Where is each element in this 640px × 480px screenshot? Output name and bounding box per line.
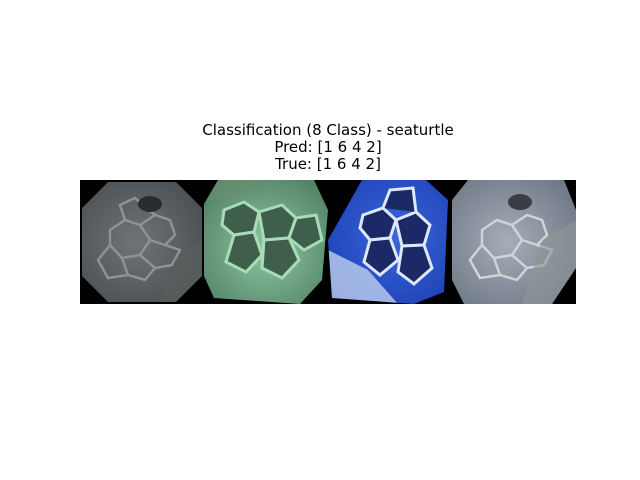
figure-title-block: Classification (8 Class) - seaturtle Pre… (0, 122, 640, 173)
turtle-head-blue-icon (328, 180, 448, 304)
turtle-image-1 (80, 180, 204, 304)
figure-title: Classification (8 Class) - seaturtle (202, 121, 454, 139)
turtle-head-green-icon (204, 180, 328, 304)
turtle-head-pale-icon (452, 180, 576, 304)
turtle-image-4 (452, 180, 576, 304)
true-label: True: [1 6 4 2] (275, 155, 381, 173)
turtle-image-3 (328, 180, 452, 304)
turtle-head-gray-icon (82, 182, 202, 302)
pred-label: Pred: [1 6 4 2] (274, 138, 382, 156)
image-strip (80, 180, 576, 304)
turtle-image-2 (204, 180, 328, 304)
